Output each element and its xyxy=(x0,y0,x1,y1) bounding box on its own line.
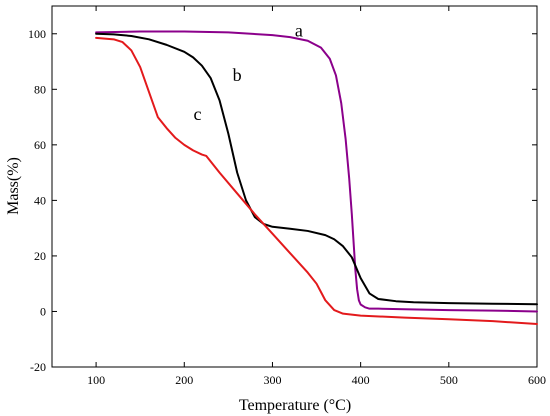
x-tick-label: 200 xyxy=(175,373,193,387)
y-tick-label: 80 xyxy=(34,82,46,96)
series-b-line xyxy=(95,32,538,306)
axis-ticks: 100 200 300 400 500 600 -20 0 20 40 60 80 100 xyxy=(28,6,546,387)
series-c-label: c xyxy=(194,104,202,124)
y-tick-label: -20 xyxy=(30,360,46,374)
x-tick-label: 300 xyxy=(263,373,281,387)
y-axis-title: Mass(%) xyxy=(5,157,22,215)
x-tick-label: 400 xyxy=(352,373,370,387)
x-tick-label: 500 xyxy=(440,373,458,387)
y-tick-label: 60 xyxy=(34,138,46,152)
y-tick-label: 20 xyxy=(34,249,46,263)
series-a-line xyxy=(95,30,538,313)
series-layer xyxy=(95,30,538,325)
x-axis-title: Temperature (°C) xyxy=(239,397,351,414)
series-labels: a b c xyxy=(194,21,303,124)
series-c-line xyxy=(95,36,538,325)
x-tick-label: 600 xyxy=(528,373,546,387)
y-tick-label: 100 xyxy=(28,27,46,41)
y-tick-label: 40 xyxy=(34,193,46,207)
series-b-label: b xyxy=(233,65,242,85)
y-tick-label: 0 xyxy=(40,304,46,318)
series-a-label: a xyxy=(295,21,303,41)
plot-frame xyxy=(51,5,538,368)
x-tick-label: 100 xyxy=(87,373,105,387)
